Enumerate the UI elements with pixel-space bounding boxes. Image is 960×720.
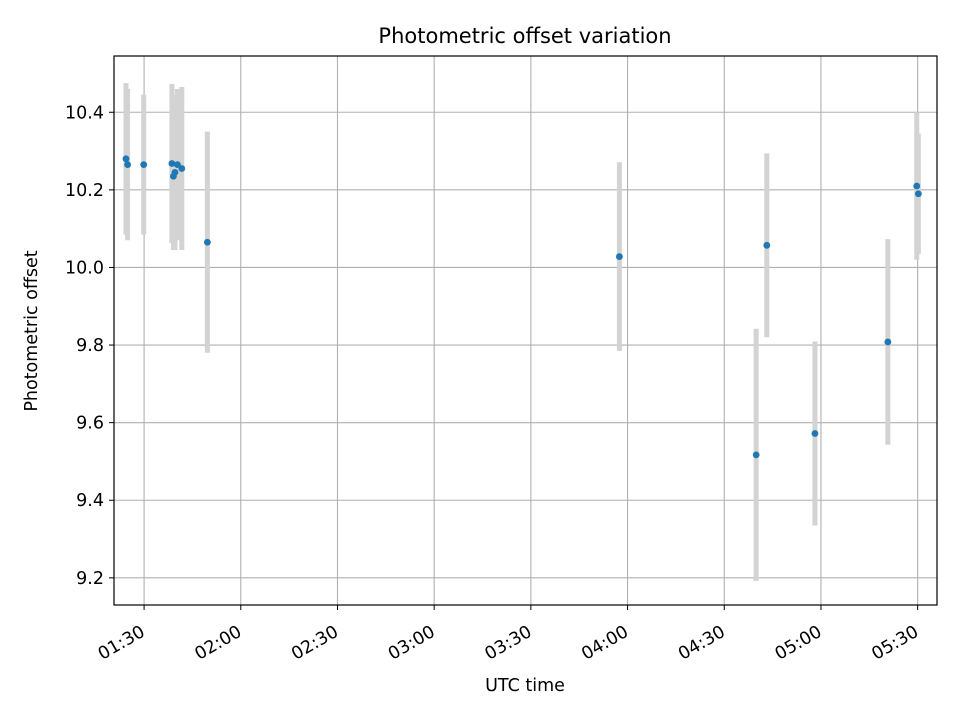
x-tick-label: 02:00 [192, 622, 246, 665]
data-point [122, 155, 130, 163]
x-axis-title: UTC time [485, 676, 565, 696]
y-tick-label: 10.0 [65, 258, 104, 278]
x-tick-label: 01:30 [95, 622, 149, 665]
chart-title: Photometric offset variation [378, 24, 671, 48]
y-tick-label: 9.2 [76, 569, 104, 589]
gridlines [114, 56, 937, 605]
data-point [616, 253, 623, 260]
y-axis-ticks: 9.2 9.4 9.6 9.8 10.0 10.2 10.4 [65, 103, 114, 589]
y-tick-label: 9.8 [76, 336, 104, 356]
data-point [763, 241, 771, 249]
data-point [171, 168, 179, 176]
y-tick-label: 9.6 [76, 414, 104, 434]
x-tick-label: 02:30 [288, 622, 342, 665]
data-point [203, 238, 211, 246]
x-tick-label: 03:00 [385, 622, 439, 665]
data-markers [122, 155, 922, 459]
x-tick-label: 04:30 [675, 622, 729, 665]
x-tick-label: 05:30 [868, 622, 922, 665]
plot-area-frame [113, 55, 938, 606]
y-tick-label: 10.2 [65, 181, 104, 201]
y-tick-label: 10.4 [65, 103, 104, 123]
x-tick-label: 05:00 [772, 622, 826, 665]
data-point [168, 160, 176, 167]
errorbars [123, 83, 921, 581]
data-point [178, 165, 186, 172]
data-point [811, 430, 819, 437]
x-axis-ticks: 01:30 02:00 02:30 03:00 03:30 04:00 04:30 05:00… [95, 605, 922, 665]
y-axis-title: Photometric offset [22, 250, 42, 411]
data-point [124, 161, 131, 169]
y-tick-label: 9.4 [76, 491, 104, 511]
data-point [752, 451, 760, 459]
data-point [140, 161, 148, 169]
data-point [914, 190, 922, 198]
x-tick-label: 04:00 [578, 622, 632, 665]
x-tick-label: 03:30 [482, 622, 536, 665]
data-point [884, 338, 892, 346]
data-point [173, 161, 181, 169]
data-point [913, 182, 921, 190]
